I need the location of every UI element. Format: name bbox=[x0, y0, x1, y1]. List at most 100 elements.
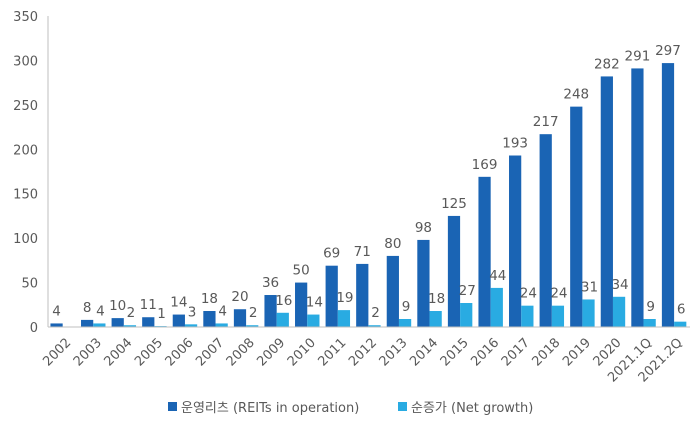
bar-operation bbox=[447, 215, 461, 327]
bar-net-growth bbox=[551, 305, 565, 327]
x-tick-label: 2002 bbox=[40, 335, 74, 369]
data-label-net-growth: 2 bbox=[249, 305, 258, 321]
data-label-net-growth: 2 bbox=[127, 305, 136, 321]
data-labels: 4 8 4 10 2 1111431842023616501469197128099818… bbox=[52, 43, 685, 322]
data-label-operation: 291 bbox=[625, 48, 651, 64]
data-label-net-growth: 3 bbox=[188, 304, 197, 320]
data-label-operation: 11 bbox=[140, 297, 157, 313]
x-tick-label: 2015 bbox=[438, 335, 472, 369]
x-tick-label: 2012 bbox=[346, 335, 380, 369]
bar-net-growth bbox=[582, 299, 595, 327]
x-tick-label: 2010 bbox=[285, 335, 319, 369]
data-label-operation: 248 bbox=[563, 87, 589, 103]
data-label-net-growth: 9 bbox=[402, 299, 411, 315]
data-label-operation: 125 bbox=[441, 196, 467, 212]
data-label-operation: 10 bbox=[109, 298, 126, 314]
y-tick-label: 50 bbox=[21, 277, 38, 292]
bar-operation bbox=[509, 155, 522, 327]
y-tick-label: 150 bbox=[13, 188, 38, 203]
x-tick-label: 2019 bbox=[560, 335, 594, 369]
bar-operation bbox=[233, 309, 247, 327]
bar-operation bbox=[417, 239, 430, 327]
legend-label-net-growth: 순증가 (Net growth) bbox=[411, 401, 533, 416]
data-label-operation: 217 bbox=[533, 114, 559, 130]
data-label-net-growth: 44 bbox=[489, 268, 506, 284]
bar-operation bbox=[203, 311, 216, 327]
bar-net-growth bbox=[215, 323, 228, 327]
data-label-operation: 18 bbox=[201, 291, 218, 307]
data-label-operation: 20 bbox=[231, 289, 248, 305]
data-label-operation: 297 bbox=[655, 43, 681, 59]
data-label-net-growth: 2 bbox=[371, 305, 380, 321]
bar-net-growth bbox=[674, 321, 687, 327]
data-label-net-growth: 4 bbox=[218, 303, 227, 319]
x-axis: 2002200320042005200620072008200920102011… bbox=[40, 326, 690, 385]
data-label-operation: 50 bbox=[293, 263, 310, 279]
bar-operation bbox=[539, 134, 552, 327]
bar-net-growth bbox=[460, 303, 473, 327]
y-tick-label: 350 bbox=[13, 10, 38, 25]
data-label-operation: 4 bbox=[52, 303, 61, 319]
data-label-operation: 98 bbox=[415, 220, 432, 236]
bar-operation bbox=[570, 106, 583, 328]
data-label-net-growth: 24 bbox=[520, 286, 537, 302]
data-label-operation: 282 bbox=[594, 56, 620, 72]
y-tick-label: 0 bbox=[30, 321, 38, 336]
x-tick-label: 2011 bbox=[315, 335, 349, 369]
bar-operation bbox=[631, 68, 644, 327]
data-label-operation: 71 bbox=[354, 244, 371, 260]
data-label-net-growth: 24 bbox=[550, 286, 567, 302]
x-tick-label: 2006 bbox=[163, 335, 197, 369]
bars bbox=[50, 63, 687, 328]
bar-operation bbox=[81, 319, 94, 327]
bar-net-growth bbox=[307, 314, 320, 327]
x-tick-label: 2009 bbox=[254, 335, 288, 369]
bar-operation bbox=[661, 63, 675, 327]
legend-swatch-net-growth bbox=[398, 402, 407, 411]
bar-net-growth bbox=[643, 319, 656, 327]
x-tick-label: 2003 bbox=[71, 335, 105, 369]
data-label-net-growth: 19 bbox=[336, 290, 353, 306]
data-label-net-growth: 1 bbox=[157, 306, 166, 322]
x-tick-label: 2013 bbox=[377, 335, 411, 369]
x-tick-label: 2018 bbox=[529, 335, 563, 369]
legend: 운영리츠 (REITs in operation) 순증가 (Net growth… bbox=[168, 401, 533, 416]
data-label-operation: 69 bbox=[323, 246, 340, 262]
bar-operation bbox=[325, 265, 338, 327]
x-tick-label: 2007 bbox=[193, 335, 227, 369]
bar-net-growth bbox=[429, 311, 442, 327]
bar-net-growth bbox=[184, 324, 198, 327]
data-label-operation: 80 bbox=[384, 236, 401, 252]
bar-operation bbox=[295, 282, 308, 327]
y-tick-label: 250 bbox=[13, 99, 38, 114]
data-label-operation: 8 bbox=[83, 300, 92, 316]
data-label-net-growth: 4 bbox=[96, 303, 105, 319]
data-label-operation: 169 bbox=[472, 157, 498, 173]
bar-net-growth bbox=[123, 325, 137, 327]
bar-net-growth bbox=[276, 312, 289, 327]
y-tick-label: 100 bbox=[13, 232, 38, 247]
bar-net-growth bbox=[368, 325, 381, 327]
data-label-net-growth: 31 bbox=[581, 279, 598, 295]
data-label-net-growth: 18 bbox=[428, 291, 445, 307]
x-tick-label: 2016 bbox=[468, 335, 502, 369]
bar-net-growth bbox=[612, 296, 626, 327]
bar-net-growth bbox=[246, 325, 259, 327]
bar-operation bbox=[264, 295, 277, 327]
bar-operation bbox=[478, 176, 491, 327]
data-label-operation: 193 bbox=[502, 136, 528, 152]
legend-label-operation: 운영리츠 (REITs in operation) bbox=[181, 401, 359, 416]
data-label-net-growth: 9 bbox=[646, 299, 655, 315]
bar-operation bbox=[50, 323, 63, 327]
bar-operation bbox=[356, 263, 369, 327]
data-label-operation: 36 bbox=[262, 275, 279, 291]
y-tick-label: 200 bbox=[13, 143, 38, 158]
bar-operation bbox=[386, 255, 399, 327]
x-tick-label: 2005 bbox=[132, 335, 166, 369]
legend-swatch-operation bbox=[168, 402, 177, 411]
bar-net-growth bbox=[521, 305, 534, 327]
bar-net-growth bbox=[490, 287, 503, 327]
data-label-operation: 14 bbox=[170, 295, 187, 311]
